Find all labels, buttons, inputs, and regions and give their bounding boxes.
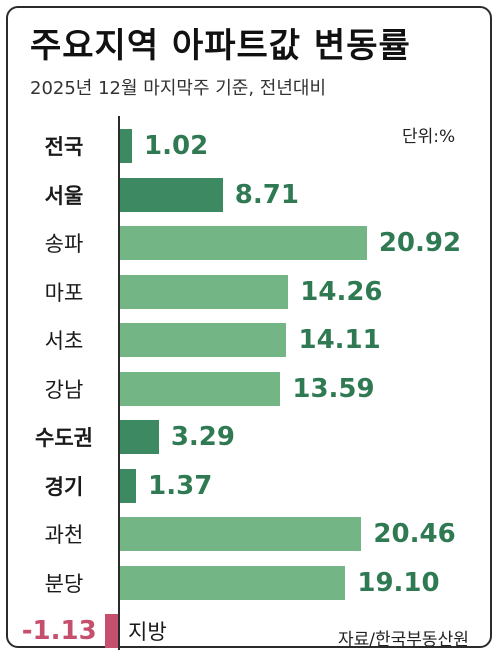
bar-value-label: -1.13 <box>21 616 97 646</box>
bar <box>104 614 118 648</box>
bar-value-label: 3.29 <box>170 422 235 452</box>
source-label: 자료/한국부동산원 <box>338 630 469 650</box>
bar <box>120 226 367 260</box>
bar-row: 수도권 3.29 <box>8 413 494 461</box>
bar-row: 분당 19.10 <box>8 559 494 607</box>
bar <box>120 565 346 600</box>
unit-label: 단위:% <box>402 127 456 147</box>
category-label: 지방 <box>128 620 167 644</box>
chart-title: 주요지역 아파트값 변동률 <box>30 26 411 66</box>
bar-row: 경기 1.37 <box>8 462 494 510</box>
chart-card: 주요지역 아파트값 변동률 2025년 12월 마지막주 기준, 전년대비 단위… <box>6 6 494 650</box>
category-label: 수도권 <box>35 426 93 450</box>
bar-value-label: 19.10 <box>357 567 440 598</box>
bar <box>120 371 281 406</box>
category-label: 강남 <box>44 377 84 402</box>
bar-row: 서울 8.71 <box>8 171 494 219</box>
category-label: 과천 <box>44 523 84 547</box>
chart-subtitle: 2025년 12월 마지막주 기준, 전년대비 <box>30 78 327 99</box>
bar <box>120 323 287 357</box>
bar <box>120 129 133 163</box>
category-label: 마포 <box>44 280 84 305</box>
category-label: 서울 <box>44 183 84 208</box>
bar <box>120 420 159 454</box>
category-label: 분당 <box>44 571 84 596</box>
category-label: 서초 <box>44 329 84 353</box>
bar-value-label: 8.71 <box>234 179 299 210</box>
category-label: 경기 <box>44 474 84 499</box>
bar-value-label: 1.02 <box>144 131 209 161</box>
bar-row: 전국 1.02 <box>8 122 494 170</box>
bar-row: 지방 -1.13 <box>8 607 494 655</box>
bar-row: 강남 13.59 <box>8 365 494 413</box>
zero-axis-line <box>118 116 120 650</box>
bar-value-label: 20.92 <box>378 228 462 258</box>
category-label: 송파 <box>44 232 84 256</box>
bar-row: 마포 14.26 <box>8 268 494 316</box>
bar-value-label: 20.46 <box>373 519 456 549</box>
bar-value-label: 14.11 <box>298 325 381 355</box>
bar-value-label: 13.59 <box>292 373 375 404</box>
bar-row: 서초 14.11 <box>8 316 494 364</box>
category-label: 전국 <box>44 135 84 159</box>
bar <box>120 468 137 503</box>
bar <box>120 274 289 309</box>
bar <box>120 517 362 551</box>
bar-row: 과천 20.46 <box>8 510 494 558</box>
bar-row: 송파 20.92 <box>8 219 494 267</box>
bar-value-label: 14.26 <box>300 276 383 307</box>
bar-value-label: 1.37 <box>148 470 213 501</box>
bar <box>120 177 223 212</box>
